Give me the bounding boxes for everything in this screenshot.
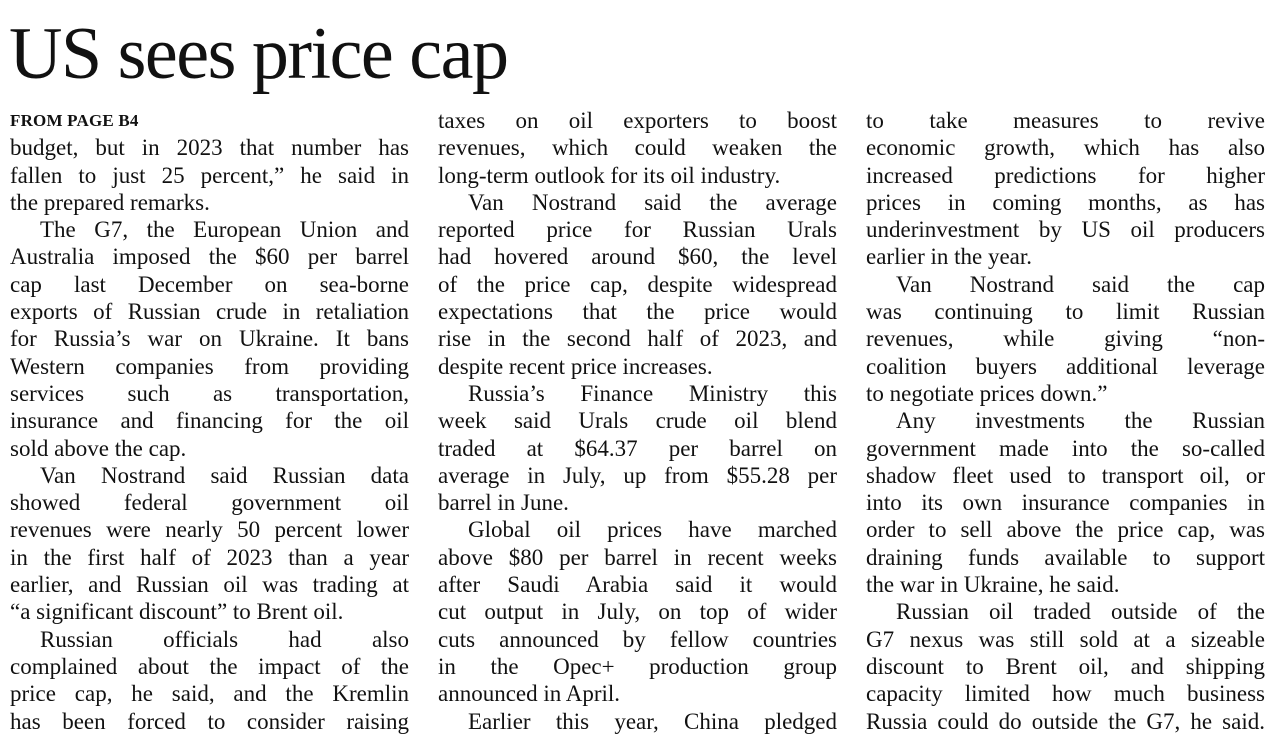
text-line: above $80 per barrel in recent weeks <box>438 544 837 570</box>
continuation-kicker: FROM PAGE B4 <box>10 111 139 130</box>
text-line: fallen to just 25 percent,” he said in <box>10 162 409 188</box>
text-line: Any investments the Russian <box>896 408 1265 434</box>
text-line: earlier in the year. <box>866 244 1033 270</box>
text-line: G7 nexus was still sold at a sizeable <box>866 626 1265 652</box>
text-line: draining funds available to support <box>866 544 1265 570</box>
text-line: showed federal government oil <box>10 490 409 516</box>
text-line: taxes on oil exporters to boost <box>438 108 837 133</box>
text-line: Van Nostrand said the average <box>468 189 837 215</box>
text-line: order to sell above the price cap, was <box>866 517 1265 543</box>
paragraph: Van Nostrand said Russian data showed fed… <box>10 462 409 626</box>
text-line: coalition buyers additional leverage <box>866 353 1265 379</box>
text-line: government made into the so-called <box>866 435 1265 461</box>
text-line: revenues were nearly 50 percent lower <box>10 517 409 543</box>
text-line: Russian officials had also <box>40 626 409 652</box>
text-line: week said Urals crude oil blend <box>438 408 837 434</box>
article-column-3: to take measures to revive economic growt… <box>866 107 1265 735</box>
text-line: revenues, which could weaken the <box>438 135 837 161</box>
text-line: Australia imposed the $60 per barrel <box>10 244 409 270</box>
text-line: shadow fleet used to transport oil, or <box>866 462 1265 488</box>
text-line: services such as transportation, <box>10 380 409 406</box>
text-line: barrel in June. <box>438 490 569 516</box>
text-line: budget, but in 2023 that number has <box>10 135 409 161</box>
text-line: “a significant discount” to Brent oil. <box>10 599 344 625</box>
paragraph: to take measures to revive economic growt… <box>866 107 1265 271</box>
text-line: after Saudi Arabia said it would <box>438 572 837 598</box>
text-line: capacity limited how much business <box>866 681 1265 707</box>
text-line: exports of Russian crude in retaliation <box>10 299 409 325</box>
text-line: cut output in July, on top of wider <box>438 599 837 625</box>
text-line: long-term outlook for its oil industry. <box>438 162 781 188</box>
text-line: the prepared remarks. <box>10 189 210 215</box>
text-line: revenues, while giving “non- <box>866 326 1265 352</box>
text-line: of the price cap, despite widespread <box>438 271 837 297</box>
text-line: price cap, he said, and the Kremlin <box>10 681 409 707</box>
text-line: increased predictions for higher <box>866 162 1265 188</box>
text-line: the war in Ukraine, he said. <box>866 572 1120 598</box>
headline: US sees price cap <box>9 13 509 95</box>
paragraph: Global oil prices have marched above $80 … <box>438 516 837 707</box>
paragraph: Any investments the Russian government ma… <box>866 407 1265 598</box>
text-line: has been forced to consider raising <box>10 708 409 734</box>
text-line: cuts announced by fellow countries <box>438 626 837 652</box>
text-line: The G7, the European Union and <box>40 217 409 243</box>
paragraph: taxes on oil exporters to boost revenues,… <box>438 107 837 189</box>
paragraph: budget, but in 2023 that number has falle… <box>10 134 409 216</box>
text-line: in the Opec+ production group <box>438 653 837 679</box>
text-line: Van Nostrand said the cap <box>896 271 1265 297</box>
paragraph: Van Nostrand said the average reported pr… <box>438 189 837 380</box>
paragraph: Russian officials had also complained abo… <box>10 626 409 735</box>
text-line: cap last December on sea-borne <box>10 271 409 297</box>
text-line: in the first half of 2023 than a year <box>10 544 409 570</box>
text-line: had hovered around $60, the level <box>438 244 837 270</box>
text-line: Van Nostrand said Russian data <box>40 462 409 488</box>
text-line: insurance and financing for the oil <box>10 408 409 434</box>
text-line: to take measures to revive <box>866 108 1265 133</box>
paragraph: Russian oil traded outside of the G7 nexu… <box>866 598 1265 734</box>
article-column-2: taxes on oil exporters to boost revenues,… <box>438 107 837 735</box>
text-line: into its own insurance companies in <box>866 490 1265 516</box>
text-line: sold above the cap. <box>10 435 187 461</box>
text-line: Russian oil traded outside of the <box>896 599 1265 625</box>
text-line: Global oil prices have marched <box>468 517 837 543</box>
text-line: complained about the impact of the <box>10 653 409 679</box>
text-line: discount to Brent oil, and shipping <box>866 653 1265 679</box>
text-line: Earlier this year, China pledged <box>468 708 837 734</box>
text-line: Russia could do outside the G7, he said. <box>866 708 1265 734</box>
text-line: despite recent price increases. <box>438 353 713 379</box>
text-line: average in July, up from $55.28 per <box>438 462 837 488</box>
text-line: announced in April. <box>438 681 621 707</box>
text-line: to negotiate prices down.” <box>866 380 1108 406</box>
text-line: Western companies from providing <box>10 353 409 379</box>
text-line: expectations that the price would <box>438 299 837 325</box>
text-line: earlier, and Russian oil was trading at <box>10 572 409 598</box>
article-column-1: FROM PAGE B4 budget, but in 2023 that nu… <box>10 107 409 735</box>
paragraph: The G7, the European Union and Australia … <box>10 216 409 462</box>
text-line: Russia’s Finance Ministry this <box>468 380 837 406</box>
text-line: underinvestment by US oil producers <box>866 217 1265 243</box>
paragraph: Van Nostrand said the cap was continuing … <box>866 271 1265 407</box>
text-line: traded at $64.37 per barrel on <box>438 435 837 461</box>
text-line: reported price for Russian Urals <box>438 217 837 243</box>
text-line: was continuing to limit Russian <box>866 299 1265 325</box>
text-line: rise in the second half of 2023, and <box>438 326 837 352</box>
text-line: for Russia’s war on Ukraine. It bans <box>10 326 409 352</box>
paragraph: Russia’s Finance Ministry this week said … <box>438 380 837 516</box>
text-line: economic growth, which has also <box>866 135 1265 161</box>
paragraph: Earlier this year, China pledged <box>438 708 837 735</box>
text-line: prices in coming months, as has <box>866 189 1265 215</box>
